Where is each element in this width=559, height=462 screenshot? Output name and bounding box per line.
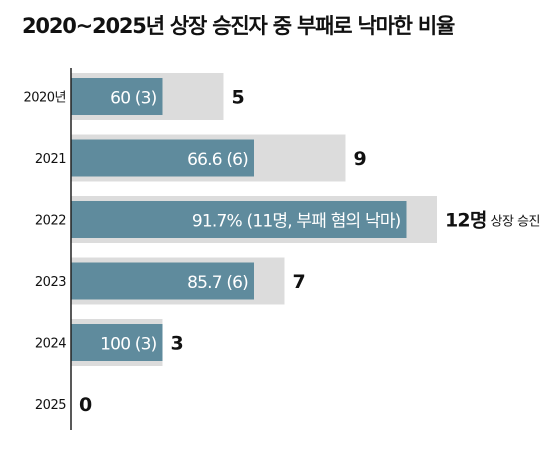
total-value-label: 9 [354, 148, 366, 170]
corrupt-bar [71, 78, 163, 115]
corrupt-value-label: 100 (3) [100, 335, 156, 355]
total-value-label: 12명 [445, 210, 487, 232]
category-label: 2022 [35, 214, 66, 229]
corrupt-bar [71, 262, 254, 300]
corrupt-value-label: 60 (3) [110, 89, 156, 109]
corrupt-value-label: 91.7% (11명, 부패 혐의 낙마) [192, 212, 401, 232]
corrupt-bar [71, 139, 254, 177]
corrupt-bar [71, 201, 407, 238]
category-label: 2025 [35, 398, 66, 413]
category-label: 2024 [35, 337, 66, 352]
category-label: 2023 [35, 275, 66, 290]
total-value-label: 3 [171, 333, 183, 355]
corrupt-value-label: 66.6 (6) [187, 150, 248, 170]
category-label: 2020년 [23, 91, 66, 106]
corrupt-value-label: 85.7 (6) [187, 273, 248, 293]
category-label: 2021 [35, 152, 66, 167]
corrupt-bar [71, 324, 163, 361]
total-value-suffix: 상장 승진 [491, 215, 540, 230]
total-value-label: 5 [232, 87, 244, 109]
total-value-label: 7 [293, 271, 305, 293]
total-value-label: 0 [79, 394, 92, 416]
chart-title: 2020~2025년 상장 승진자 중 부패로 낙마한 비율 [22, 14, 455, 38]
